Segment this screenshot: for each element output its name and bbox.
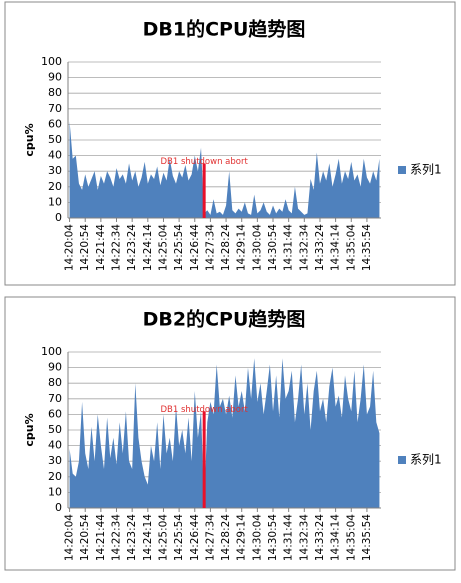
legend-label: 系列1: [410, 453, 442, 467]
y-tick-label: 30: [48, 164, 62, 177]
y-tick-label: 40: [48, 149, 62, 162]
y-tick-label: 20: [48, 180, 62, 193]
x-tick-label: 14:21:44: [95, 514, 107, 561]
x-tick-label: 14:20:04: [64, 224, 76, 271]
annotation-text: DB1 shutdown abort: [161, 405, 249, 415]
x-tick-label: 14:24:14: [142, 224, 154, 271]
x-tick-label: 14:27:34: [204, 514, 216, 561]
y-tick-label: 20: [48, 470, 62, 483]
x-tick-label: 14:20:54: [79, 224, 91, 271]
x-tick-label: 14:28:24: [220, 224, 232, 271]
x-tick-label: 14:27:34: [204, 224, 216, 271]
x-tick-label: 14:35:04: [345, 224, 357, 271]
chart-title: DB2的CPU趋势图: [143, 308, 306, 331]
x-tick-label: 14:29:14: [236, 514, 248, 561]
x-tick-label: 14:25:54: [173, 514, 185, 561]
x-tick-label: 14:32:34: [298, 224, 310, 271]
y-tick-label: 50: [48, 133, 62, 146]
x-tick-label: 14:30:04: [251, 514, 263, 561]
chart-title: DB1的CPU趋势图: [143, 18, 306, 41]
x-tick-label: 14:23:24: [126, 224, 138, 271]
y-tick-label: 30: [48, 454, 62, 467]
x-tick-label: 14:34:14: [330, 224, 342, 271]
x-tick-label: 14:20:54: [79, 514, 91, 561]
y-tick-label: 60: [48, 407, 62, 420]
y-tick-label: 10: [48, 485, 62, 498]
x-tick-label: 14:25:54: [173, 224, 185, 271]
x-tick-label: 14:20:04: [64, 514, 76, 561]
area: [69, 358, 380, 508]
x-tick-label: 14:32:34: [298, 514, 310, 561]
y-tick-label: 60: [48, 117, 62, 130]
area: [69, 121, 380, 218]
x-tick-label: 14:35:54: [361, 514, 373, 561]
y-tick-label: 80: [48, 86, 62, 99]
legend-swatch: [398, 166, 406, 174]
chart-frame: [4, 1, 456, 286]
x-tick-label: 14:26:44: [189, 514, 201, 561]
x-tick-label: 14:33:24: [314, 514, 326, 561]
y-tick-label: 50: [48, 423, 62, 436]
x-tick-label: 14:33:24: [314, 224, 326, 271]
y-tick-label: 70: [48, 102, 62, 115]
y-tick-label: 100: [41, 55, 62, 68]
x-tick-label: 14:24:14: [142, 514, 154, 561]
y-tick-label: 90: [48, 361, 62, 374]
x-tick-label: 14:35:04: [345, 514, 357, 561]
x-tick-label: 14:28:24: [220, 514, 232, 561]
y-tick-label: 80: [48, 376, 62, 389]
x-tick-label: 14:23:24: [126, 514, 138, 561]
x-tick-label: 14:21:44: [95, 224, 107, 271]
x-tick-label: 14:25:04: [157, 514, 169, 561]
legend-swatch: [398, 456, 406, 464]
y-tick-label: 10: [48, 195, 62, 208]
y-axis-label: cpu%: [23, 123, 36, 156]
y-tick-label: 0: [55, 501, 62, 514]
y-tick-label: 40: [48, 439, 62, 452]
x-tick-label: 14:29:14: [236, 224, 248, 271]
legend-label: 系列1: [410, 163, 442, 177]
y-tick-label: 100: [41, 345, 62, 358]
x-tick-label: 14:31:44: [283, 514, 295, 561]
y-tick-label: 90: [48, 71, 62, 84]
annotation-text: DB1 shutdown abort: [161, 157, 249, 167]
x-tick-label: 14:25:04: [157, 224, 169, 271]
y-tick-label: 0: [55, 211, 62, 224]
x-tick-label: 14:34:14: [330, 514, 342, 561]
x-tick-label: 14:31:44: [283, 224, 295, 271]
y-tick-label: 70: [48, 392, 62, 405]
x-tick-label: 14:22:34: [111, 224, 123, 271]
x-tick-label: 14:30:54: [267, 514, 279, 561]
x-tick-label: 14:35:54: [361, 224, 373, 271]
x-tick-label: 14:30:54: [267, 224, 279, 271]
x-tick-label: 14:26:44: [189, 224, 201, 271]
x-tick-label: 14:30:04: [251, 224, 263, 271]
x-tick-label: 14:22:34: [111, 514, 123, 561]
y-axis-label: cpu%: [23, 413, 36, 446]
